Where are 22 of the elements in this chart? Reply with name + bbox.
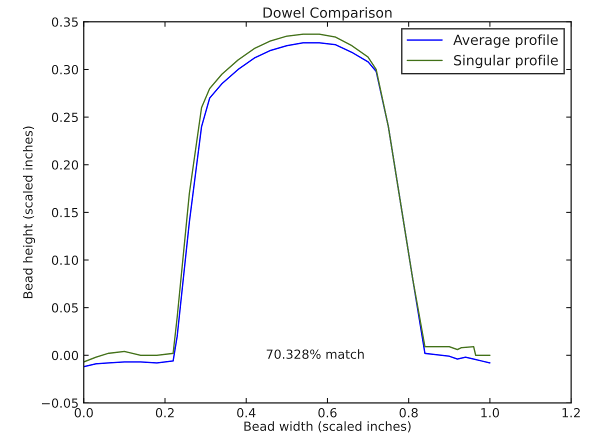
- legend-label: Singular profile: [454, 54, 558, 68]
- y-tick-label: 0.05: [52, 303, 78, 313]
- x-tick-label: 0.2: [156, 408, 174, 418]
- y-tick-label: 0.25: [52, 112, 78, 122]
- y-tick-label: 0.00: [52, 350, 78, 360]
- annotation: 70.328% match: [266, 349, 364, 359]
- y-tick-label: 0.10: [52, 255, 78, 265]
- y-tick-label: 0.15: [52, 208, 78, 218]
- y-tick-label: 0.20: [52, 160, 78, 170]
- x-tick-label: 1.2: [562, 408, 580, 418]
- x-tick-label: 0.4: [237, 408, 256, 418]
- chart-title: Dowel Comparison: [264, 7, 392, 21]
- legend-label: Average profile: [453, 34, 558, 48]
- x-axis-title: Bead width (scaled inches): [244, 421, 411, 432]
- y-axis-title: Bead height (scaled inches): [22, 126, 36, 298]
- y-tick-label: −0.05: [42, 398, 78, 408]
- x-tick-label: 0.6: [318, 408, 337, 418]
- x-tick-label: 0.8: [400, 408, 418, 418]
- x-tick-label: 1.0: [481, 408, 500, 418]
- y-tick-label: 0.30: [52, 64, 78, 74]
- y-tick-label: 0.35: [52, 17, 78, 27]
- x-tick-label: 0.0: [74, 408, 93, 418]
